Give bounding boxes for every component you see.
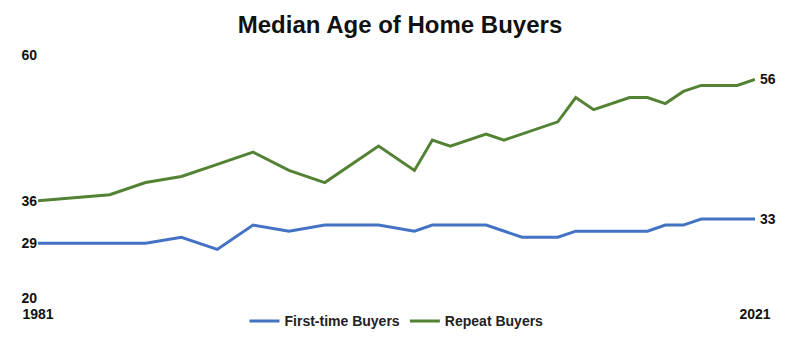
svg-text:Median Age of Home Buyers: Median Age of Home Buyers (238, 11, 563, 38)
svg-text:1981: 1981 (22, 306, 53, 322)
svg-text:2021: 2021 (739, 306, 770, 322)
svg-text:36: 36 (21, 193, 37, 209)
svg-text:First-time Buyers: First-time Buyers (285, 313, 400, 329)
svg-text:60: 60 (21, 47, 37, 63)
svg-text:33: 33 (760, 211, 776, 227)
svg-text:20: 20 (21, 290, 37, 306)
svg-text:56: 56 (760, 71, 776, 87)
svg-text:29: 29 (21, 235, 37, 251)
svg-text:Repeat Buyers: Repeat Buyers (445, 313, 543, 329)
